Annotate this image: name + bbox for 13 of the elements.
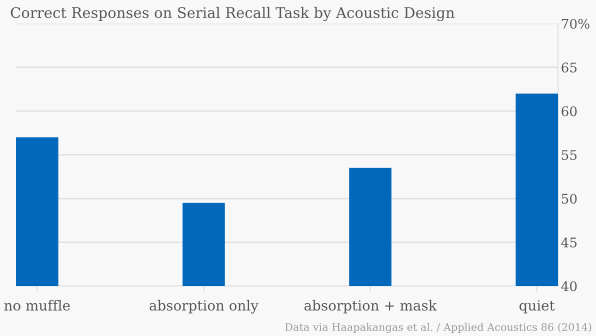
y-tick-label: 45 bbox=[561, 237, 577, 248]
text: Data via Haapakangas et al. / Applied Acoustics 86 (2014) bbox=[285, 322, 592, 334]
y-tick-label: 60 bbox=[562, 106, 577, 116]
x-tick-label: absorption only bbox=[150, 300, 258, 314]
x-tick-label: absorption + mask bbox=[304, 300, 437, 314]
y-tick-label: 40 bbox=[561, 281, 577, 292]
y-tick-label: 55 bbox=[562, 150, 577, 160]
chart-title: Correct Responses on Serial Recall Task by Acoustic Design bbox=[10, 6, 454, 22]
x-tick-label: quiet bbox=[520, 300, 555, 314]
y-tick-label: 65 bbox=[562, 62, 577, 73]
x-tick-label: no muffle bbox=[4, 300, 70, 311]
y-tick-label: 70% bbox=[562, 18, 590, 29]
y-tick-label: 50 bbox=[562, 194, 577, 204]
